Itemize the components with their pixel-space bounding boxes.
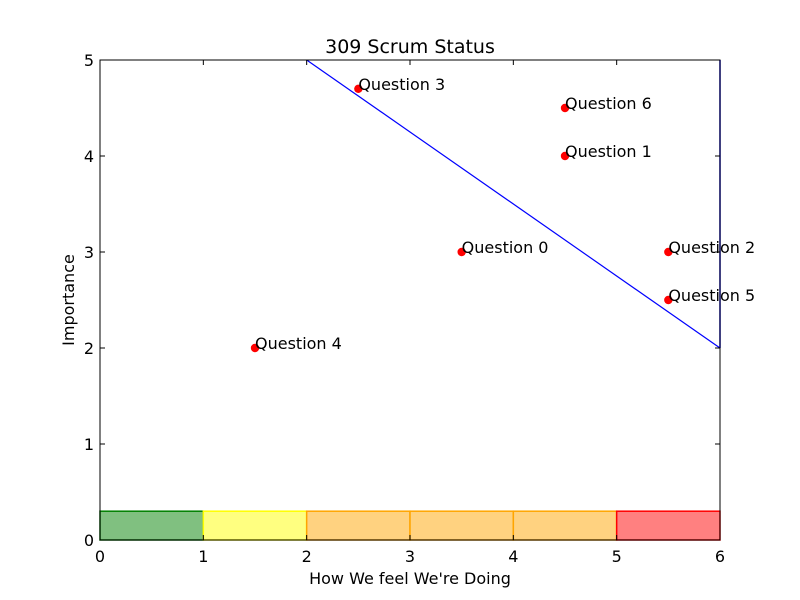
status-bands bbox=[99, 510, 721, 541]
x-tick-label-5: 5 bbox=[612, 547, 622, 566]
data-point-4 bbox=[250, 343, 260, 353]
point-label-6: Question 6 bbox=[565, 94, 652, 113]
data-point-3 bbox=[354, 84, 363, 94]
x-tick-label-1: 1 bbox=[198, 547, 208, 566]
plot-area bbox=[100, 60, 720, 540]
data-point-6 bbox=[560, 103, 570, 113]
data-point-2 bbox=[664, 247, 673, 257]
data-point-1 bbox=[560, 151, 570, 161]
y-tick-label-1: 1 bbox=[84, 435, 94, 454]
status-band-0 bbox=[99, 510, 205, 541]
point-label-2: Question 2 bbox=[668, 238, 755, 257]
x-axis-ticks: 0 1 2 3 4 5 6 bbox=[95, 60, 725, 566]
status-band-2 bbox=[305, 510, 411, 541]
y-tick-label-5: 5 bbox=[84, 51, 94, 70]
x-tick-label-2: 2 bbox=[302, 547, 312, 566]
point-label-0: Question 0 bbox=[462, 238, 549, 257]
y-tick-label-0: 0 bbox=[84, 531, 94, 550]
point-label-4: Question 4 bbox=[255, 334, 342, 353]
x-tick-label-3: 3 bbox=[405, 547, 415, 566]
y-axis-label: Importance bbox=[59, 254, 78, 346]
x-tick-label-0: 0 bbox=[95, 547, 105, 566]
y-tick-label-2: 2 bbox=[84, 339, 94, 358]
y-axis-ticks: 0 1 2 3 4 5 bbox=[84, 51, 720, 550]
status-band-5 bbox=[615, 510, 721, 541]
threshold-line bbox=[306, 59, 721, 349]
point-label-5: Question 5 bbox=[668, 286, 755, 305]
x-tick-label-6: 6 bbox=[715, 547, 725, 566]
status-band-1 bbox=[202, 510, 308, 541]
data-point-5 bbox=[664, 295, 673, 305]
data-point-0 bbox=[457, 247, 466, 257]
point-labels: Question 0 Question 1 Question 2 Question 3… bbox=[255, 75, 755, 353]
status-band-4 bbox=[512, 510, 618, 541]
point-label-1: Question 1 bbox=[565, 142, 652, 161]
y-tick-label-3: 3 bbox=[84, 243, 94, 262]
chart-title: 309 Scrum Status bbox=[325, 36, 495, 58]
y-tick-label-4: 4 bbox=[84, 147, 94, 166]
status-band-3 bbox=[409, 510, 515, 541]
point-label-3: Question 3 bbox=[358, 75, 445, 94]
x-tick-label-4: 4 bbox=[508, 547, 518, 566]
x-axis-label: How We feel We're Doing bbox=[309, 569, 511, 588]
data-points bbox=[250, 84, 673, 353]
